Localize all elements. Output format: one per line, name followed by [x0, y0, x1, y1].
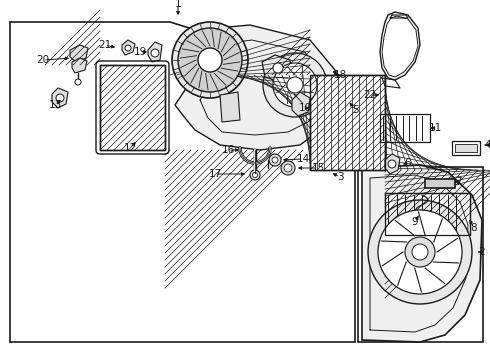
Bar: [380, 114, 430, 142]
Text: 5: 5: [352, 105, 358, 115]
Polygon shape: [52, 88, 68, 108]
Text: 8: 8: [471, 223, 477, 233]
Bar: [100, 65, 165, 150]
Text: 20: 20: [36, 55, 49, 65]
Bar: [310, 75, 385, 170]
Polygon shape: [175, 25, 338, 150]
Text: 10: 10: [298, 103, 312, 113]
Circle shape: [272, 157, 278, 163]
Text: 6: 6: [405, 158, 411, 168]
Text: 14: 14: [296, 154, 310, 164]
Circle shape: [250, 170, 260, 180]
Polygon shape: [148, 42, 162, 62]
Circle shape: [378, 210, 462, 294]
Circle shape: [252, 172, 258, 177]
Text: 13: 13: [49, 100, 62, 110]
Polygon shape: [10, 22, 355, 342]
Polygon shape: [122, 40, 135, 55]
Polygon shape: [70, 45, 88, 62]
Polygon shape: [72, 58, 87, 73]
Circle shape: [368, 200, 472, 304]
Circle shape: [75, 79, 81, 85]
Circle shape: [172, 22, 248, 98]
Circle shape: [269, 154, 281, 166]
Text: 18: 18: [333, 70, 346, 80]
Text: 1: 1: [175, 0, 181, 9]
Text: 3: 3: [337, 172, 343, 182]
Bar: [385, 193, 470, 235]
Text: 17: 17: [208, 169, 221, 179]
Text: 15: 15: [311, 163, 325, 173]
Text: 7: 7: [455, 177, 461, 187]
Bar: [452, 141, 480, 155]
Polygon shape: [362, 165, 482, 342]
Circle shape: [412, 244, 428, 260]
Circle shape: [198, 48, 222, 72]
Circle shape: [125, 45, 131, 51]
Polygon shape: [220, 92, 240, 122]
Circle shape: [405, 237, 435, 267]
Circle shape: [287, 77, 303, 93]
Bar: [455, 144, 477, 152]
Circle shape: [178, 28, 242, 92]
Text: 22: 22: [364, 90, 377, 100]
Circle shape: [284, 164, 292, 172]
Polygon shape: [292, 92, 310, 116]
Circle shape: [263, 53, 327, 117]
Bar: [310, 75, 385, 170]
Text: 2: 2: [479, 247, 485, 257]
Polygon shape: [262, 55, 292, 82]
Text: 11: 11: [428, 123, 441, 133]
Circle shape: [273, 63, 317, 107]
Text: 21: 21: [98, 40, 112, 50]
Circle shape: [56, 94, 64, 102]
Text: 19: 19: [133, 47, 147, 57]
Bar: [358, 167, 483, 342]
Bar: [385, 193, 470, 235]
Polygon shape: [380, 12, 420, 80]
Bar: [425, 179, 455, 188]
Circle shape: [388, 160, 396, 168]
Circle shape: [281, 161, 295, 175]
Bar: [100, 65, 165, 150]
Circle shape: [273, 63, 283, 73]
Polygon shape: [385, 154, 400, 174]
Text: 16: 16: [221, 145, 235, 155]
Text: 12: 12: [123, 143, 137, 153]
Circle shape: [151, 49, 159, 57]
Text: 4: 4: [485, 140, 490, 150]
Text: 9: 9: [412, 217, 418, 227]
